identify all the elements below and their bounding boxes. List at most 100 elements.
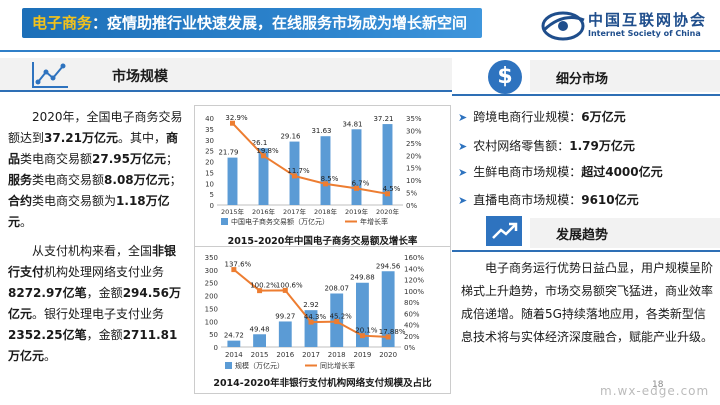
growth-point <box>354 185 359 191</box>
x-tick-label: 2016 <box>276 351 294 359</box>
watermark-text: m.wx-edge.com <box>600 384 710 398</box>
growth-point <box>323 181 328 187</box>
y2-tick-label: 140% <box>404 265 424 273</box>
trend-up-icon <box>492 222 518 239</box>
x-tick-label: 2020 <box>379 351 397 359</box>
growth-point <box>359 333 365 339</box>
growth-point <box>261 153 266 159</box>
paragraph-text: ； <box>169 173 182 187</box>
highlight-figure: 2711.81万亿元 <box>8 328 178 363</box>
market-section-divider <box>0 90 452 92</box>
payment-summary-paragraph: 从支付机构来看，全国非银行支付机构处理网络支付业务8272.97亿笔，金额294… <box>8 241 186 367</box>
y-tick-label: 50 <box>209 331 218 339</box>
growth-value-label: 6.7% <box>352 179 370 187</box>
bar <box>381 271 395 347</box>
y-tick-label: 0 <box>210 202 214 210</box>
paragraph-text: ，金额 <box>86 286 123 300</box>
ecommerce-chart: 0 5 10 15 20 25 30 35 40 0% 5% 10% 15% 20% 25% 30% 35% 21… <box>205 114 422 226</box>
arrow-right-icon: ➤ <box>458 194 468 207</box>
bar-value-label: 24.72 <box>224 332 244 340</box>
paragraph-text: 。 <box>44 349 57 363</box>
page-number: 18 <box>652 380 664 390</box>
x-tick-label: 2017 <box>302 351 320 359</box>
highlight-figure: 服务 <box>8 173 33 187</box>
highlight-figure: 非银行支付 <box>8 244 177 279</box>
growth-value-label: 45.2% <box>330 313 353 321</box>
bar <box>227 340 241 347</box>
bar-value-label: 208.07 <box>324 284 349 292</box>
growth-point <box>308 319 314 325</box>
legend-bar-label: 中国电子商务交易额（万亿元） <box>231 217 329 226</box>
highlight-figure: 商品 <box>8 131 179 166</box>
y2-tick-label: 60% <box>404 310 420 318</box>
bar <box>258 148 269 205</box>
highlight-figure: 8272.97亿笔 <box>8 286 87 300</box>
y2-tick-label: 10% <box>406 177 422 185</box>
growth-value-label: 20.1% <box>355 327 378 335</box>
page-title-accent: 电子商务 <box>32 14 93 32</box>
paragraph-text: 2020年，全国电子商务交易额达到 <box>8 110 183 145</box>
bar-value-label: 29.16 <box>280 133 301 141</box>
bar <box>351 129 362 205</box>
bar-value-label: 37.21 <box>373 115 393 123</box>
isc-logo-icon <box>541 11 585 41</box>
trend-section-header <box>530 218 720 248</box>
y-tick-label: 300 <box>205 267 218 275</box>
growth-value-label: 11.7% <box>287 167 310 175</box>
y2-tick-label: 30% <box>406 127 422 135</box>
trend-section-title: 发展趋势 <box>556 228 609 243</box>
bar <box>382 124 393 205</box>
y-tick-label: 350 <box>205 254 218 262</box>
paragraph-text: ； <box>166 152 179 166</box>
segment-item-rural: ➤ 农村网络零售额：1.79万亿元 <box>458 137 635 154</box>
bar <box>278 321 292 347</box>
legend-line-label: 年增长率 <box>360 217 388 226</box>
x-tick-label: 2015年 <box>221 207 245 216</box>
y2-tick-label: 40% <box>404 322 420 330</box>
y-tick-label: 100 <box>205 318 218 326</box>
market-section-title: 市场规模 <box>112 69 168 85</box>
logo-subtext: Internet Society of China <box>588 29 701 38</box>
market-section-header <box>0 58 452 90</box>
growth-point <box>292 173 297 179</box>
payment-chart-title: 2014-2020年非银行支付机构网络支付规模及占比 <box>213 378 432 389</box>
trend-section-divider <box>452 250 720 252</box>
bar-value-label: 49.48 <box>250 325 270 333</box>
growth-value-label: 8.5% <box>321 175 339 183</box>
bar-value-label: 34.81 <box>342 120 362 128</box>
x-tick-label: 2016年 <box>252 207 276 216</box>
growth-value-label: 137.6% <box>225 261 252 269</box>
legend-line-label: 同比增长率 <box>320 361 355 370</box>
page-title-rest: ：疫情助推行业快速发展，在线服务市场成为增长新空间 <box>92 14 468 32</box>
bar-value-label: 26.1 <box>252 139 268 147</box>
paragraph-text: 类电商交易额 <box>20 152 93 166</box>
growth-value-label: 4.5% <box>383 185 401 193</box>
growth-point <box>385 334 391 340</box>
ecommerce-chart-title: 2015-2020年中国电子商务交易额及增长率 <box>227 236 418 247</box>
highlight-figure: 8.08万亿元 <box>104 173 170 187</box>
y2-tick-label: 25% <box>406 140 422 148</box>
segment-section-title: 细分市场 <box>556 72 609 87</box>
segment-section-header <box>530 60 720 92</box>
segment-item-label: 生鲜电商市场规模： <box>473 165 582 179</box>
y2-tick-label: 0% <box>406 202 417 210</box>
y-tick-label: 5 <box>210 191 214 199</box>
growth-point <box>231 267 237 273</box>
y-tick-label: 250 <box>205 280 218 288</box>
y2-tick-label: 0% <box>404 344 415 352</box>
page-title: 电子商务：疫情助推行业快速发展，在线服务市场成为增长新空间 <box>32 12 467 33</box>
segment-section-divider <box>452 94 720 96</box>
legend-bar-label: 规模（万亿元） <box>235 361 284 370</box>
bar-value-label: 99.27 <box>275 312 295 320</box>
growth-point <box>282 287 288 293</box>
trend-paragraph: 电子商务运行优势日益凸显，用户规模呈阶梯式上升趋势，市场交易额突飞猛进，商业效率… <box>461 261 714 344</box>
payment-chart-panel: 0 50 100 150 200 250 300 350 0% 20% 40% 60% 80% 100% 1… <box>194 246 451 394</box>
ecommerce-chart-panel: 0 5 10 15 20 25 30 35 40 0% 5% 10% 15% 20% 25% 30% 35% 21… <box>194 105 451 249</box>
highlight-figure: 294.56万亿元 <box>8 286 181 321</box>
segment-item-value: 9610亿元 <box>581 193 639 207</box>
growth-value-label: 100.6% <box>276 281 303 289</box>
y-tick-label: 35 <box>205 126 214 134</box>
y2-tick-label: 20% <box>406 152 422 160</box>
y-tick-label: 20 <box>205 159 214 167</box>
y2-tick-label: 15% <box>406 165 422 173</box>
